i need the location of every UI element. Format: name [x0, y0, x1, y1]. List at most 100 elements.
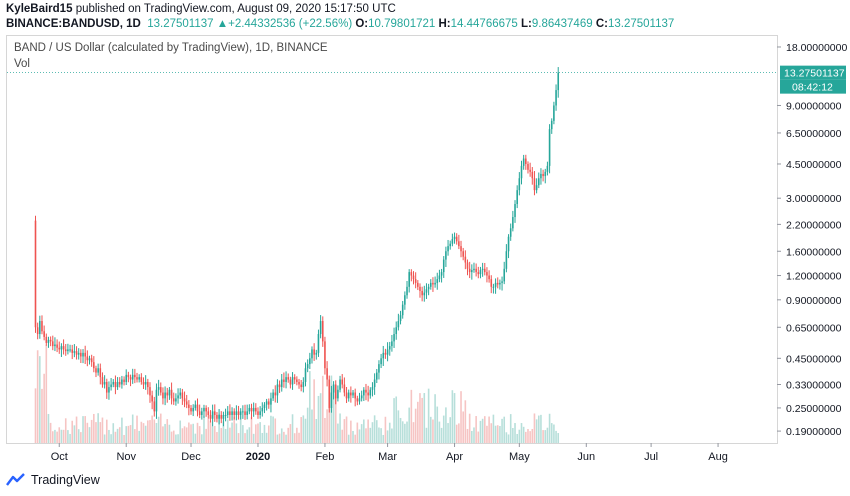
price-tick-label: 0.19000000 — [786, 426, 842, 438]
candle — [73, 344, 76, 358]
candle — [555, 84, 557, 111]
volume-bar — [270, 415, 272, 443]
volume-bar — [445, 407, 447, 443]
volume-bar — [127, 425, 130, 443]
volume-bar — [296, 427, 298, 443]
volume-bar — [88, 427, 91, 443]
volume-bar — [237, 433, 240, 443]
volume-bar — [555, 430, 557, 443]
volume-bar — [211, 426, 214, 443]
time-tick-label: Jul — [644, 451, 658, 463]
candle — [170, 382, 173, 405]
candle — [192, 404, 194, 417]
volume-bar — [371, 422, 374, 443]
volume-bar — [458, 423, 460, 443]
volume-bar — [140, 421, 143, 443]
candle — [395, 321, 398, 340]
candle — [386, 342, 389, 362]
candle — [464, 250, 467, 270]
volume-bar — [149, 420, 151, 443]
volume-bar — [99, 422, 102, 443]
candle — [201, 407, 203, 420]
volume-bar — [494, 425, 497, 443]
volume-bar — [350, 420, 352, 443]
volume-bar — [134, 429, 136, 443]
volume-bar — [468, 413, 471, 443]
candle — [399, 310, 402, 325]
candle — [147, 378, 149, 395]
candle — [289, 376, 292, 389]
candle — [544, 168, 547, 184]
price-tick-label: 2.20000000 — [786, 219, 842, 231]
volume-bar — [138, 430, 140, 443]
candle — [103, 375, 106, 389]
candle — [231, 407, 233, 421]
candle — [350, 386, 352, 403]
price-axis[interactable]: 18.00000000 9.00000000 6.50000000 4.5000000… — [777, 42, 847, 438]
time-axis[interactable]: Oct Nov Dec 2020 Feb Mar Apr May Jun Jul Aug — [51, 443, 728, 463]
volume-bar — [97, 413, 99, 443]
candle — [239, 408, 242, 420]
volume-bar — [395, 396, 398, 443]
volume-bar — [36, 350, 39, 443]
chart-pane[interactable] — [6, 35, 778, 444]
low-label: L: — [521, 18, 532, 30]
volume-bar — [339, 413, 341, 443]
volume-bar — [486, 425, 488, 443]
volume-bar — [382, 434, 385, 443]
candle — [306, 359, 309, 373]
last-price-tag: 13.27501137 — [780, 65, 846, 80]
candle — [127, 371, 130, 383]
candle — [462, 247, 464, 261]
candle — [488, 270, 490, 283]
candle — [378, 360, 380, 380]
time-tick-label: 2020 — [246, 451, 270, 463]
candle — [172, 392, 175, 405]
candle — [198, 404, 201, 419]
candle — [447, 239, 449, 256]
volume-bar — [343, 419, 346, 443]
candle — [494, 278, 497, 294]
volume-bar — [60, 429, 63, 443]
candle — [417, 280, 419, 291]
candle — [475, 263, 477, 277]
volume-bar — [39, 356, 41, 443]
author-name[interactable]: KyleBaird15 — [6, 3, 73, 15]
volume-bar — [168, 424, 171, 443]
volume-bar — [311, 409, 313, 443]
volume-bar — [188, 422, 190, 443]
volume-bar — [80, 432, 82, 443]
volume-label: Vol — [14, 58, 30, 70]
candle — [140, 373, 143, 385]
volume-bar — [298, 432, 300, 443]
volume-bar — [242, 425, 244, 443]
candle — [108, 381, 110, 400]
volume-bar — [505, 432, 508, 443]
candle — [341, 374, 344, 389]
candle — [75, 346, 78, 360]
candle — [41, 315, 43, 335]
volume-bar — [183, 426, 186, 443]
candle — [153, 396, 156, 417]
volume-bar — [144, 425, 147, 443]
candle — [520, 160, 523, 185]
candle — [90, 354, 93, 367]
volume-bar — [360, 424, 363, 443]
volume-bar — [542, 430, 544, 443]
volume-bar — [201, 434, 203, 443]
volume-bar — [501, 418, 503, 443]
tradingview-logo[interactable]: TradingView — [6, 473, 100, 487]
volume-bar — [410, 389, 413, 443]
volume-bar — [503, 416, 506, 443]
candle — [270, 392, 272, 413]
price-tick-label: 1.20000000 — [786, 271, 842, 283]
candle — [293, 374, 296, 384]
candle — [237, 405, 240, 420]
volume-bar — [309, 371, 311, 443]
price-tags: 13.27501137 08:42:12 — [780, 65, 846, 94]
candle — [110, 378, 112, 391]
volume-bar — [121, 417, 123, 443]
volume-bar — [423, 393, 426, 443]
time-tick-label: Nov — [116, 451, 136, 463]
